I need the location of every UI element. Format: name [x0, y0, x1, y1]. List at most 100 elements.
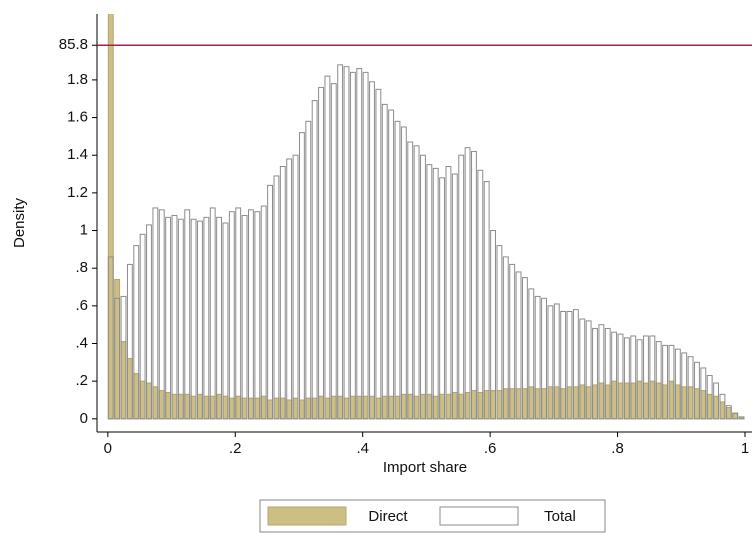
y-tick-label: 85.8 — [59, 36, 88, 53]
histogram-bar — [445, 166, 452, 420]
histogram-bar — [126, 358, 133, 420]
histogram-bar — [324, 397, 331, 420]
histogram-bar — [477, 169, 484, 420]
histogram-bar — [502, 256, 509, 420]
histogram-bar — [349, 71, 356, 420]
histogram-bar — [572, 386, 579, 420]
histogram-bar — [566, 386, 573, 420]
histogram-bar — [579, 318, 586, 420]
histogram-bar — [388, 109, 395, 420]
histogram-bar — [496, 245, 503, 420]
histogram-bar — [662, 344, 669, 420]
histogram-bar — [426, 164, 433, 420]
histogram-bar — [674, 348, 681, 420]
histogram-bar — [228, 211, 235, 420]
histogram-bar — [343, 66, 350, 420]
histogram-bar — [228, 397, 235, 420]
histogram-bar — [337, 64, 344, 420]
histogram-bar — [107, 14, 114, 420]
legend-swatch — [439, 506, 519, 526]
histogram-bar — [694, 361, 700, 420]
histogram-bar — [254, 211, 261, 420]
histogram-bar — [553, 386, 560, 420]
histogram-bar — [158, 390, 165, 420]
histogram-bar — [681, 352, 688, 420]
histogram-bar — [445, 393, 452, 420]
x-tick-label: 0 — [104, 440, 112, 457]
histogram-bar — [604, 384, 611, 420]
histogram-bar — [248, 209, 254, 420]
histogram-bar — [260, 205, 267, 420]
histogram-bar — [197, 220, 203, 420]
histogram-bar — [732, 412, 739, 420]
histogram-bar — [394, 395, 401, 420]
histogram-bar — [216, 393, 223, 420]
histogram-bar — [732, 412, 739, 420]
histogram-bar — [318, 86, 324, 420]
histogram-bar — [592, 327, 598, 420]
histogram-bar — [235, 395, 242, 420]
histogram-bar — [369, 395, 375, 420]
histogram-bar — [139, 233, 146, 420]
histogram-bar — [713, 382, 720, 420]
histogram-bar — [611, 380, 618, 420]
histogram-bar — [184, 393, 191, 420]
histogram-bar — [190, 395, 197, 420]
histogram-bar — [279, 166, 286, 420]
histogram-bar — [273, 397, 280, 420]
histogram-bar — [388, 395, 395, 420]
histogram-bar — [528, 288, 535, 420]
histogram-bar — [158, 209, 165, 420]
histogram-bar — [623, 382, 630, 420]
histogram-bar — [177, 393, 184, 420]
x-axis-label: Import share — [383, 459, 467, 476]
histogram-bar — [566, 310, 573, 420]
histogram-bar — [496, 390, 503, 420]
histogram-bar — [184, 209, 191, 420]
y-tick-label: 1 — [80, 222, 88, 239]
histogram-bar — [298, 399, 305, 420]
histogram-bar — [521, 388, 528, 420]
histogram-bar — [432, 167, 439, 420]
histogram-bar — [305, 397, 312, 420]
histogram-bar — [719, 401, 726, 420]
legend-label: Direct — [368, 508, 408, 525]
histogram-bar — [541, 297, 547, 420]
histogram-bar — [585, 320, 592, 420]
histogram-bar — [133, 373, 140, 420]
histogram-bar — [171, 393, 178, 420]
y-tick-label: 1.8 — [67, 71, 88, 88]
histogram-bar — [700, 367, 707, 420]
histogram-bar — [267, 399, 273, 420]
histogram-bar — [133, 245, 140, 420]
histogram-bar — [509, 263, 516, 420]
histogram-bar — [203, 395, 210, 420]
histogram-bar — [369, 81, 375, 420]
histogram-bar — [547, 386, 554, 420]
histogram-bar — [171, 214, 178, 420]
histogram-bar — [420, 154, 426, 420]
histogram-bar — [209, 395, 216, 420]
histogram-bar — [177, 218, 184, 420]
histogram-bar — [190, 218, 197, 420]
histogram-bar — [318, 395, 324, 420]
histogram-bar — [349, 395, 356, 420]
histogram-bar — [426, 393, 433, 420]
x-tick-label: .4 — [356, 440, 369, 457]
histogram-bar — [209, 207, 216, 420]
histogram-bar — [541, 388, 547, 420]
histogram-bar — [649, 335, 656, 420]
histogram-bar — [630, 335, 637, 420]
histogram-bar — [700, 390, 707, 420]
histogram-bar — [362, 71, 369, 420]
histogram-bar — [413, 145, 420, 420]
histogram-bar — [598, 324, 605, 420]
histogram-bar — [260, 395, 267, 420]
histogram-bar — [279, 397, 286, 420]
histogram-bar — [547, 305, 554, 420]
histogram-bar — [126, 263, 133, 420]
histogram-bar — [611, 331, 618, 420]
histogram-bar — [451, 173, 458, 420]
histogram-bar — [203, 216, 210, 420]
histogram-bar — [222, 395, 229, 420]
